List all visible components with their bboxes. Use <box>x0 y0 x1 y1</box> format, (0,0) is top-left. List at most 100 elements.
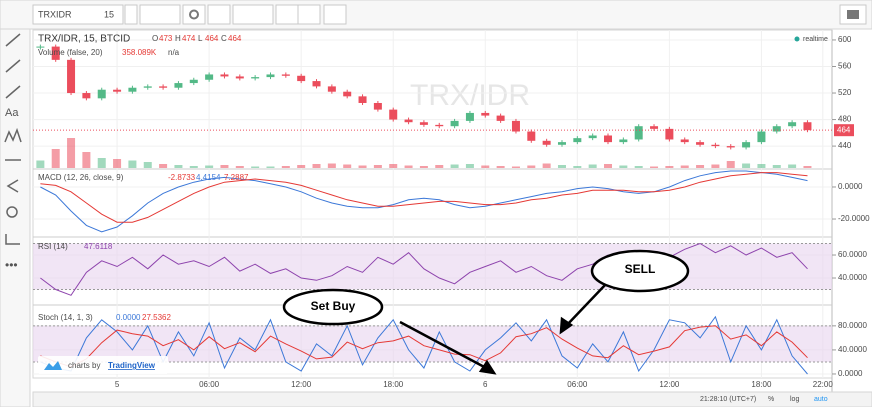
x-tick-label: 6 <box>483 380 488 389</box>
ohlc-value: 474 <box>182 34 196 43</box>
x-tick-label: 18:00 <box>751 380 772 389</box>
volume-bar <box>189 166 198 168</box>
x-tick-label: 06:00 <box>199 380 220 389</box>
candle-body <box>711 144 720 147</box>
candle-body <box>404 119 413 123</box>
pattern-tool[interactable] <box>4 127 22 143</box>
volume-bar <box>650 166 659 168</box>
candle-body <box>604 135 613 143</box>
stoch-line <box>40 315 808 375</box>
realtime: realtime <box>803 36 828 43</box>
candle-body <box>557 142 566 145</box>
annotation-bubble <box>282 288 384 326</box>
volume-bar <box>36 160 45 168</box>
percent-toggle[interactable]: % <box>768 396 774 403</box>
volume-bar <box>312 164 321 168</box>
volume-bar <box>389 164 398 168</box>
zoom-tool[interactable] <box>6 206 18 218</box>
volume-ma: n/a <box>168 48 180 57</box>
volume-bar <box>757 164 766 168</box>
candle-body <box>297 75 306 82</box>
y-tick-label: 40.0000 <box>838 273 867 282</box>
candle-body <box>527 131 536 141</box>
volume-bar <box>619 165 628 168</box>
candle-body <box>634 126 643 140</box>
x-tick-label: 12:00 <box>659 380 680 389</box>
x-tick-label: 5 <box>115 380 120 389</box>
indicator-band <box>33 243 832 290</box>
x-tick-label: 22:00 <box>813 380 834 389</box>
fib-tool[interactable] <box>5 59 21 73</box>
arrow-head <box>559 316 574 335</box>
volume-bar <box>481 165 490 168</box>
annotation-bubble <box>590 249 690 293</box>
volume-bar <box>343 164 352 168</box>
stoch-legend: Stoch (14, 1, 3) <box>38 313 93 322</box>
candle-body <box>82 93 91 99</box>
volume-bar <box>711 164 720 168</box>
annotation: Set Buy <box>311 299 356 313</box>
volume-bar <box>128 160 137 168</box>
more-tools[interactable]: ••• <box>5 258 18 272</box>
plot-area <box>32 29 833 379</box>
volume-bar <box>696 165 705 168</box>
text-tool[interactable]: Aa <box>5 107 19 119</box>
redo-button[interactable] <box>297 4 321 25</box>
candle-body <box>343 91 352 97</box>
volume-bar <box>527 165 536 168</box>
credit-box <box>38 356 168 374</box>
candle-body <box>281 74 290 76</box>
watermark: TRX/IDR <box>410 79 530 112</box>
y-tick-label: 60.0000 <box>838 250 867 259</box>
fullscreen-button[interactable] <box>323 4 347 25</box>
volume-bar <box>113 159 122 168</box>
ohlc-value: 464 <box>228 34 242 43</box>
y-tick-label: 440 <box>838 141 852 150</box>
annotation: SELL <box>625 262 656 276</box>
candle-body <box>481 112 490 116</box>
candle-body <box>726 146 735 148</box>
candle-body <box>696 142 705 145</box>
compare-button[interactable] <box>232 4 274 25</box>
volume-bar <box>404 165 413 168</box>
candle-body <box>803 122 812 131</box>
volume-bar <box>97 158 106 168</box>
ohlc-label: H <box>175 34 181 43</box>
back-tool[interactable] <box>6 179 19 193</box>
log-toggle[interactable]: log <box>790 396 799 403</box>
indicators-button[interactable] <box>207 4 231 25</box>
last-price-tag <box>834 124 854 137</box>
brush-tool[interactable] <box>5 85 21 99</box>
volume-bar <box>465 164 474 168</box>
candle-body <box>189 79 198 84</box>
macd-line <box>40 170 808 233</box>
macd-value: 4.4154 <box>196 173 221 182</box>
interval-dropdown[interactable] <box>124 4 138 25</box>
volume-bar <box>235 166 244 168</box>
volume-bar <box>327 163 336 168</box>
volume-bar <box>788 164 797 168</box>
volume-bar <box>82 152 91 168</box>
candle-body <box>373 102 382 110</box>
symbol-box[interactable] <box>32 4 124 25</box>
settings-button[interactable] <box>182 4 206 25</box>
y-tick-label: -20.0000 <box>838 214 870 223</box>
y-tick-label: 480 <box>838 115 852 124</box>
chart-style-button[interactable] <box>139 4 181 25</box>
stoch-line <box>40 325 808 368</box>
undo-button[interactable] <box>275 4 299 25</box>
volume-value: 358.089K <box>122 48 157 57</box>
volume-bar <box>573 166 582 168</box>
volume-bar <box>435 165 444 168</box>
auto-toggle[interactable]: auto <box>814 396 828 403</box>
ohlc-label: C <box>221 34 227 43</box>
candle-body <box>266 74 275 78</box>
line-tool[interactable] <box>5 33 21 47</box>
ohlc-value: 464 <box>205 34 219 43</box>
credit-brand[interactable]: TradingView <box>108 361 156 370</box>
realtime-dot <box>794 36 800 42</box>
magnet-tool[interactable] <box>5 234 20 245</box>
candle-body <box>113 89 122 92</box>
volume-bar <box>266 166 275 168</box>
